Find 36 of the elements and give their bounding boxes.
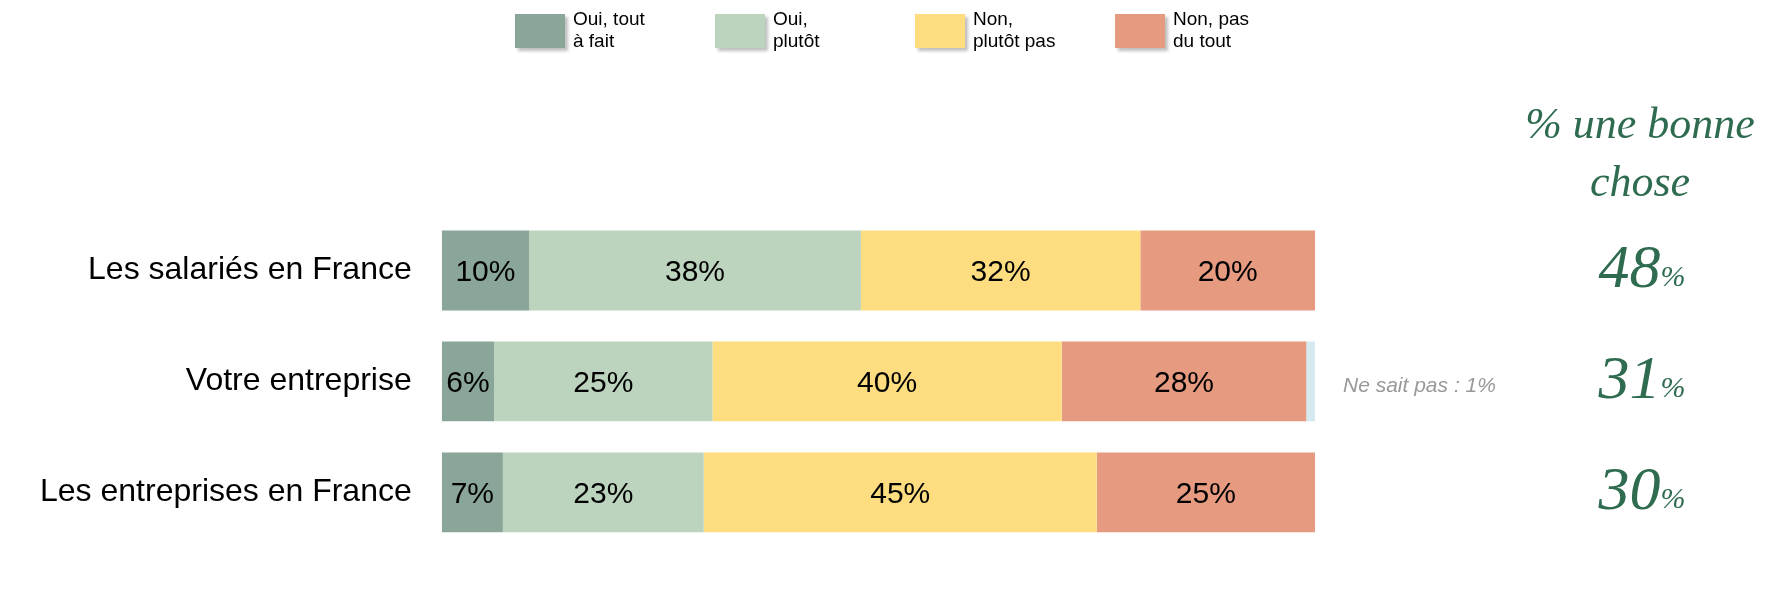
legend-label: Non, pas du tout — [1173, 8, 1251, 52]
data-label: 25% — [1175, 475, 1236, 509]
data-label: 23% — [573, 475, 634, 509]
bar — [703, 452, 1097, 533]
legend-label: Non, plutôt pas — [973, 8, 1057, 52]
data-label: 20% — [1197, 253, 1258, 287]
data-label: 38% — [664, 253, 726, 287]
text: 48% — [1598, 231, 1686, 300]
bar — [1306, 341, 1315, 422]
data-label: 45% — [870, 475, 931, 509]
bar — [1096, 452, 1315, 533]
legend-label: Oui, plutôt — [773, 8, 821, 52]
text: 30% — [1597, 453, 1686, 522]
data-label: 40% — [857, 364, 918, 398]
text: 31% — [1597, 342, 1686, 411]
y-tick-label: Votre entreprise — [185, 361, 412, 398]
data-label: 28% — [1153, 364, 1215, 398]
text: % une bonne chose — [1524, 98, 1756, 208]
y-tick-label: Les entreprises en France — [40, 472, 412, 509]
data-label: 10% — [455, 253, 516, 287]
data-label: 7% — [450, 475, 494, 509]
data-label: 6% — [446, 364, 490, 398]
bar — [502, 452, 704, 533]
text: Ne sait pas : 1% — [1343, 373, 1496, 397]
bar — [494, 341, 713, 422]
y-tick-label: Les salariés en France — [88, 250, 412, 287]
legend-label: Oui, tout à fait — [573, 8, 646, 52]
bar — [860, 230, 1141, 311]
data-label: 32% — [970, 253, 1031, 287]
bar — [441, 452, 503, 533]
bar — [712, 341, 1062, 422]
bar — [1061, 341, 1307, 422]
bar — [1140, 230, 1315, 311]
data-label: 25% — [573, 364, 634, 398]
bar — [441, 230, 530, 311]
bar — [529, 230, 861, 311]
